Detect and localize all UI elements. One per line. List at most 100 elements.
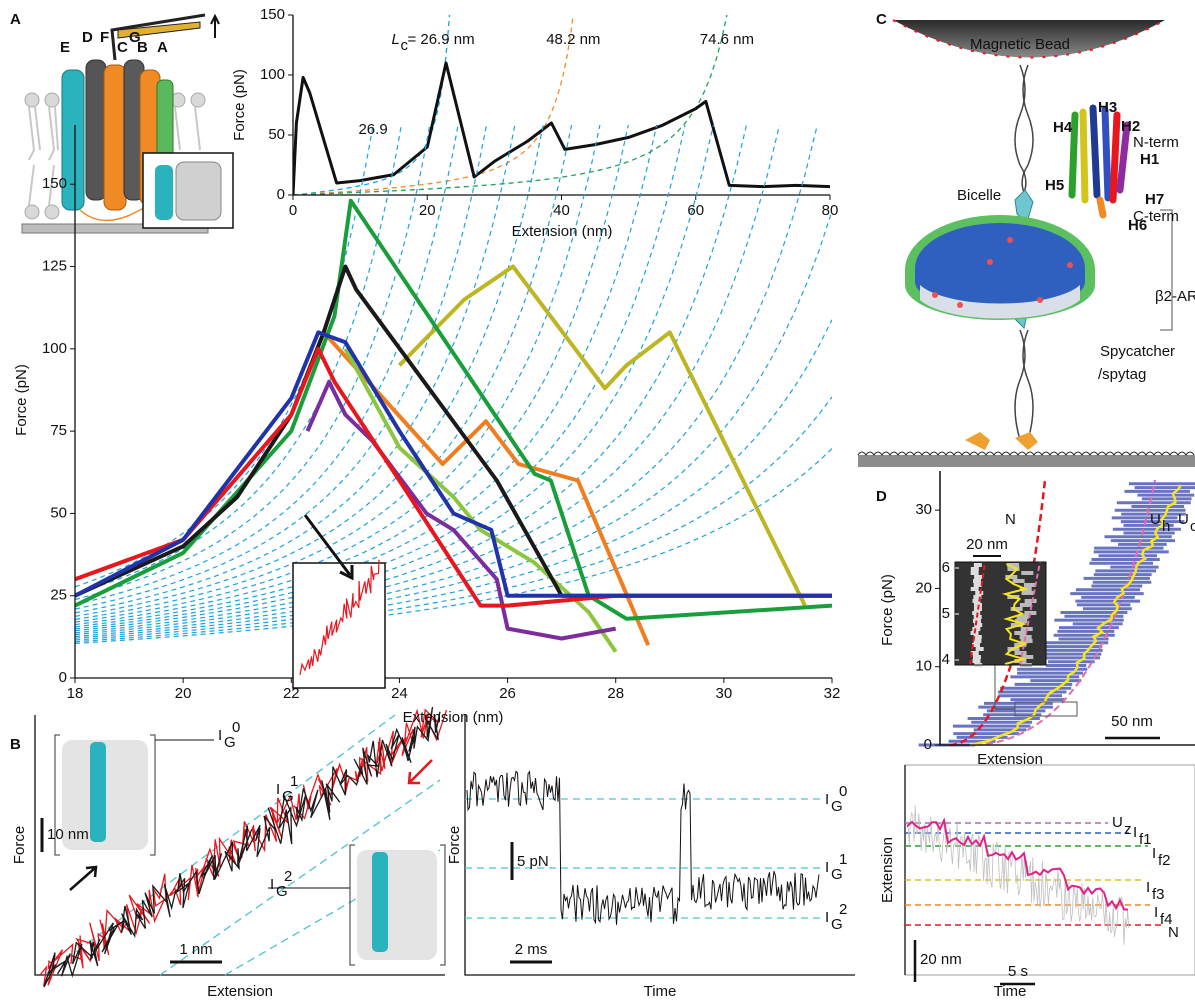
x-axis-label: Extension (nm): [512, 223, 613, 240]
scale-label: 10 nm: [47, 826, 89, 843]
y-tick-label: 150: [260, 6, 285, 23]
x-tick-label: 26: [499, 685, 516, 702]
panel-label: C: [876, 11, 887, 28]
y-tick-label: 5: [942, 605, 950, 622]
y-tick-label: 6: [942, 559, 950, 576]
heat-band: [1015, 651, 1027, 655]
helix-label: F: [100, 29, 109, 46]
heat-band: [972, 611, 980, 615]
heat-band: [971, 571, 979, 575]
bicelle-label: Bicelle: [957, 187, 1001, 204]
y-tick-label: 100: [42, 340, 67, 357]
x-tick-label: 0: [289, 202, 297, 219]
y-axis-label: Force (pN): [879, 574, 896, 646]
spytag-label: /spytag: [1098, 366, 1146, 383]
y-tick-label: 10: [915, 658, 932, 675]
x-axis-label: Extension (nm): [403, 709, 504, 726]
curve-label-sub: c: [1190, 518, 1195, 535]
scale-label: 20 nm: [966, 536, 1008, 553]
receptor-label: β2-AR: [1155, 288, 1195, 305]
helix-label: H7: [1145, 191, 1164, 208]
state-sub: G: [224, 734, 236, 751]
bead-label: Magnetic Bead: [970, 36, 1070, 53]
trace: [399, 267, 805, 606]
scale-label: 20 nm: [920, 951, 962, 968]
y-tick-label: 0: [924, 736, 932, 753]
x-axis-label: Extension: [207, 983, 273, 1000]
terminus-label: C-term: [1133, 208, 1179, 225]
heat-band: [974, 583, 982, 587]
heat-band: [1021, 571, 1033, 575]
curve-label: U: [1178, 511, 1189, 528]
state-symbol: I: [1154, 904, 1158, 921]
y-axis-label: Force: [446, 826, 463, 864]
y-tick-label: 75: [50, 422, 67, 439]
scale-label: 1 nm: [179, 941, 212, 958]
y-axis-label: Extension: [879, 837, 896, 903]
state-sub: f1: [1139, 831, 1152, 848]
state-sup: 2: [284, 868, 292, 885]
trace: [75, 349, 832, 606]
heat-band: [972, 627, 980, 631]
state-sup: 0: [839, 783, 847, 800]
state-sub: G: [831, 916, 843, 933]
panel-label: B: [10, 736, 21, 753]
heat-band: [973, 655, 981, 659]
state-sup: 1: [839, 851, 847, 868]
lc-symbol: L: [391, 31, 399, 48]
state-symbol: I: [276, 781, 280, 798]
helix-label: D: [82, 29, 93, 46]
y-axis-label: Force (pN): [13, 364, 30, 436]
x-tick-label: 18: [67, 685, 84, 702]
x-axis-label: Extension: [977, 751, 1043, 768]
state-symbol: I: [825, 791, 829, 808]
heat-band: [1020, 603, 1032, 607]
state-symbol: I: [270, 876, 274, 893]
y-tick-label: 150: [42, 175, 67, 192]
state-symbol: U: [1112, 814, 1123, 831]
x-tick-label: 20: [175, 685, 192, 702]
x-axis-label: Time: [644, 983, 677, 1000]
x-tick-label: 24: [391, 685, 408, 702]
y-tick-label: 30: [915, 501, 932, 518]
panel-label: D: [876, 488, 887, 505]
state-sub: z: [1124, 821, 1132, 838]
state-symbol: I: [1146, 879, 1150, 896]
x-tick-label: 28: [607, 685, 624, 702]
figure: ABCDLc= 26.9 nm48.2 nm74.6 nm05010015002…: [0, 0, 1195, 1001]
state-sup: 2: [839, 901, 847, 918]
helix-label: H2: [1121, 118, 1140, 135]
heat-band: [975, 591, 983, 595]
state-symbol: I: [825, 909, 829, 926]
y-tick-label: 4: [942, 651, 950, 668]
y-tick-label: 0: [59, 669, 67, 686]
state-symbol: I: [825, 859, 829, 876]
trace-decoration: [467, 771, 819, 925]
y-tick-label: 25: [50, 587, 67, 604]
panel-label: A: [10, 11, 21, 28]
y-axis-label: Force: [11, 826, 28, 864]
heat-band: [971, 587, 979, 591]
heat-band: [1024, 583, 1036, 587]
scale-label: 5 pN: [517, 853, 549, 870]
state-symbol: I: [1152, 845, 1156, 862]
y-tick-label: 50: [50, 504, 67, 521]
state-sup: 1: [290, 773, 298, 790]
heat-band: [974, 575, 982, 579]
state-symbol: N: [1168, 924, 1179, 941]
scale-label: 50 nm: [1111, 713, 1153, 730]
heat-band: [974, 563, 982, 567]
contour-label: 26.9: [358, 121, 387, 138]
x-tick-label: 60: [687, 202, 704, 219]
state-sub: f3: [1152, 886, 1165, 903]
y-tick-label: 20: [915, 579, 932, 596]
helix-label: H1: [1140, 151, 1159, 168]
y-tick-label: 125: [42, 258, 67, 275]
state-sub: G: [282, 788, 294, 805]
x-tick-label: 20: [419, 202, 436, 219]
state-sub: f2: [1158, 852, 1171, 869]
lc-label: 48.2 nm: [546, 31, 600, 48]
state-symbol: I: [1133, 824, 1137, 841]
helix-label: B: [137, 39, 148, 56]
y-tick-label: 0: [277, 186, 285, 203]
